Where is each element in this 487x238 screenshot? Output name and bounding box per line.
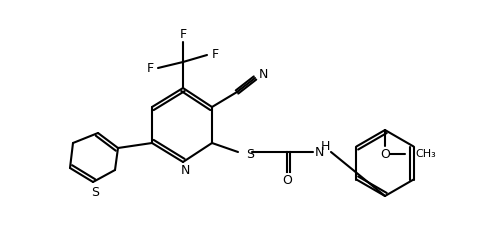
Text: N: N [258, 68, 268, 80]
Text: S: S [91, 185, 99, 198]
Text: H: H [321, 140, 330, 154]
Text: N: N [315, 147, 324, 159]
Text: F: F [211, 49, 219, 61]
Text: CH₃: CH₃ [415, 149, 436, 159]
Text: O: O [282, 174, 292, 187]
Text: N: N [180, 164, 190, 177]
Text: O: O [380, 148, 390, 160]
Text: F: F [147, 61, 153, 74]
Text: S: S [246, 148, 254, 160]
Text: F: F [179, 29, 187, 41]
